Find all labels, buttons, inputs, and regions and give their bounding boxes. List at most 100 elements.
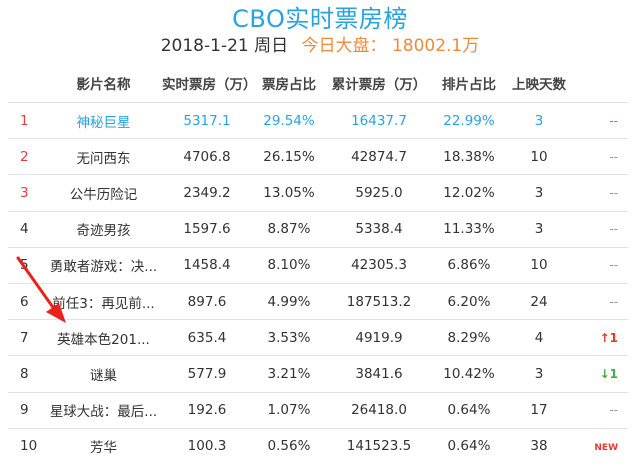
movie-name-cell[interactable]: 神秘巨星 — [46, 101, 161, 139]
trend-none: -- — [609, 258, 618, 273]
screen-share-cell: 10.42% — [433, 355, 505, 392]
movie-name-cell[interactable]: 芳华 — [46, 427, 161, 464]
grand-total: 今日大盘： 18002.1万 — [302, 36, 480, 56]
trend-cell: -- — [573, 391, 628, 429]
movie-name-cell[interactable]: 奇迹男孩 — [46, 210, 161, 248]
rank-cell: 9 — [8, 391, 46, 429]
table-row[interactable]: 7 英雄本色201... 635.4 3.53% 4919.9 8.29% 4 ↑1 — [8, 319, 628, 356]
trend-cell: ↓1 — [573, 355, 628, 392]
box-share-cell: 3.53% — [253, 319, 325, 356]
movie-name-cell[interactable]: 公牛历险记 — [46, 174, 161, 212]
total-box-cell: 5925.0 — [325, 174, 433, 212]
trend-header — [573, 64, 628, 103]
trend-none: -- — [609, 185, 618, 200]
movie-name-cell[interactable]: 英雄本色201... — [46, 319, 161, 356]
column-header: 影片名称 — [76, 77, 131, 93]
realtime-box-cell: 4706.8 — [161, 138, 253, 175]
days-cell: 3 — [505, 210, 573, 248]
trend-down-icon: ↓1 — [599, 366, 618, 381]
table-row[interactable]: 10 芳华 100.3 0.56% 141523.5 0.64% 38 NEW — [8, 427, 628, 464]
realtime-box-cell: 577.9 — [161, 355, 253, 392]
trend-cell: -- — [573, 210, 628, 248]
screen-share-cell: 11.33% — [433, 210, 505, 248]
days-cell: 10 — [505, 138, 573, 175]
box-share-cell: 0.56% — [253, 427, 325, 464]
box-share-cell: 26.15% — [253, 138, 325, 175]
realtime-box-cell: 1597.6 — [161, 210, 253, 248]
grand-total-label: 今日大盘： — [301, 36, 387, 56]
table-row[interactable]: 3 公牛历险记 2349.2 13.05% 5925.0 12.02% 3 -- — [8, 174, 628, 212]
box-share-cell: 13.05% — [253, 174, 325, 212]
screen-share-cell: 12.02% — [433, 174, 505, 212]
table-header-row: 影片名称 实时票房（万） 票房占比 累计票房（万） 排片占比 上映天数 — [8, 64, 628, 103]
total-box-cell: 4919.9 — [325, 319, 433, 356]
rank-cell: 3 — [8, 174, 46, 212]
screen-share-cell: 22.99% — [433, 101, 505, 139]
rank-cell: 8 — [8, 355, 46, 392]
realtime-box-cell: 5317.1 — [161, 101, 253, 139]
box-share-cell: 29.54% — [253, 101, 325, 139]
total-box-cell: 141523.5 — [325, 427, 433, 464]
table-row[interactable]: 9 星球大战：最后... 192.6 1.07% 26418.0 0.64% 17 -- — [8, 391, 628, 429]
column-header: 票房占比 — [262, 77, 316, 93]
table-row[interactable]: 6 前任3：再见前... 897.6 4.99% 187513.2 6.20% 24 -- — [8, 282, 628, 320]
realtime-box-cell: 635.4 — [161, 319, 253, 356]
column-header: 排片占比 — [442, 77, 496, 93]
realtime-box-cell: 2349.2 — [161, 174, 253, 212]
total-box-cell: 16437.7 — [325, 101, 433, 139]
trend-cell: NEW — [573, 427, 628, 464]
table-row[interactable]: 4 奇迹男孩 1597.6 8.87% 5338.4 11.33% 3 -- — [8, 210, 628, 248]
column-header: 上映天数 — [512, 77, 566, 93]
trend-none: -- — [609, 403, 618, 418]
trend-cell: -- — [573, 282, 628, 320]
rank-cell: 1 — [8, 101, 46, 139]
trend-cell: -- — [573, 174, 628, 212]
table-row[interactable]: 5 勇敢者游戏：决... 1458.4 8.10% 42305.3 6.86% 10 -- — [8, 246, 628, 284]
page-title: CBO实时票房榜 — [232, 5, 408, 33]
days-cell: 4 — [505, 319, 573, 356]
rank-cell: 6 — [8, 282, 46, 320]
screen-share-cell: 0.64% — [433, 427, 505, 464]
movie-name-cell[interactable]: 无问西东 — [46, 138, 161, 175]
new-badge: NEW — [594, 443, 618, 454]
box-share-cell: 4.99% — [253, 282, 325, 320]
column-header: 累计票房（万） — [331, 77, 427, 93]
box-share-cell: 1.07% — [253, 391, 325, 429]
days-cell: 3 — [505, 101, 573, 139]
trend-cell: -- — [573, 101, 628, 139]
total-box-cell: 42305.3 — [325, 246, 433, 284]
movie-name-cell[interactable]: 勇敢者游戏：决... — [46, 246, 161, 284]
grand-total-value: 18002.1万 — [391, 36, 480, 56]
movie-name-cell[interactable]: 星球大战：最后... — [46, 391, 161, 429]
table-row[interactable]: 2 无问西东 4706.8 26.15% 42874.7 18.38% 10 -- — [8, 138, 628, 175]
box-share-cell: 8.87% — [253, 210, 325, 248]
trend-none: -- — [609, 149, 618, 164]
realtime-box-cell: 897.6 — [161, 282, 253, 320]
total-box-cell: 187513.2 — [325, 282, 433, 320]
movie-name-cell[interactable]: 前任3：再见前... — [46, 282, 161, 320]
column-header: 实时票房（万） — [162, 77, 257, 93]
trend-none: -- — [609, 294, 618, 309]
trend-cell: -- — [573, 138, 628, 175]
box-share-cell: 8.10% — [253, 246, 325, 284]
screen-share-cell: 6.86% — [433, 246, 505, 284]
table-row[interactable]: 8 谜巢 577.9 3.21% 3841.6 10.42% 3 ↓1 — [8, 355, 628, 392]
rank-header — [8, 64, 46, 103]
table-row[interactable]: 1 神秘巨星 5317.1 29.54% 16437.7 22.99% 3 -- — [8, 101, 628, 139]
days-cell: 17 — [505, 391, 573, 429]
date-label: 2018-1-21 周日 — [160, 36, 289, 56]
total-box-cell: 26418.0 — [325, 391, 433, 429]
realtime-box-cell: 100.3 — [161, 427, 253, 464]
days-cell: 38 — [505, 427, 573, 464]
days-cell: 3 — [505, 174, 573, 212]
days-cell: 3 — [505, 355, 573, 392]
trend-up-icon: ↑1 — [599, 330, 618, 345]
movie-name-cell[interactable]: 谜巢 — [46, 355, 161, 392]
rank-cell: 5 — [8, 246, 46, 284]
trend-none: -- — [609, 113, 618, 128]
trend-cell: -- — [573, 246, 628, 284]
total-box-cell: 5338.4 — [325, 210, 433, 248]
total-box-cell: 3841.6 — [325, 355, 433, 392]
rank-cell: 10 — [8, 427, 46, 464]
screen-share-cell: 18.38% — [433, 138, 505, 175]
